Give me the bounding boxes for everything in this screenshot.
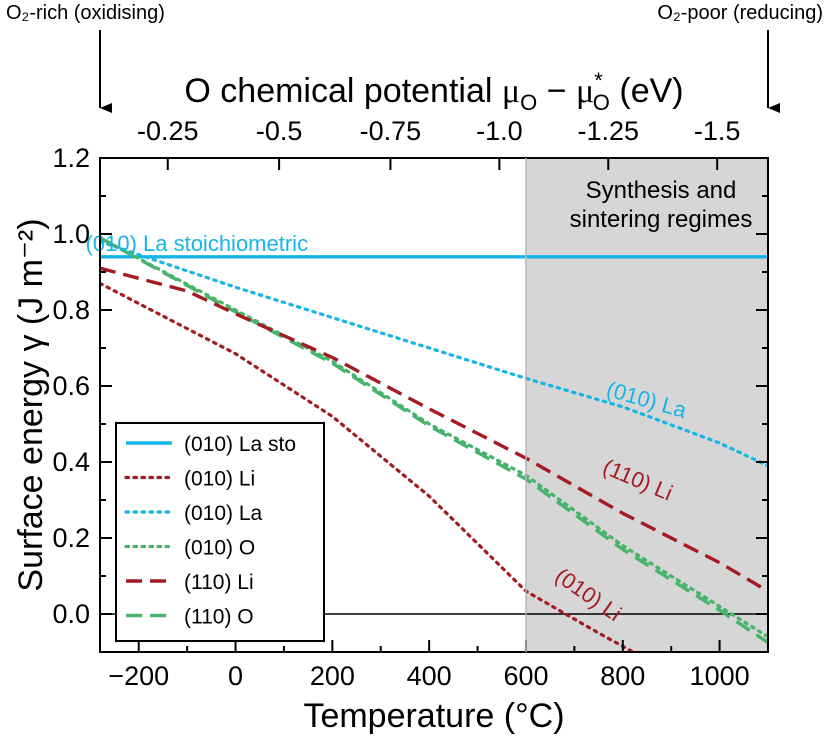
y-tick-label: 1.2 (52, 143, 90, 173)
legend-label: (010) La (184, 502, 263, 525)
y-tick-label: 0.0 (52, 599, 90, 629)
synthesis-region (525, 158, 768, 652)
x-tick-label: 800 (600, 661, 645, 691)
o2-poor-label: O₂-poor (reducing) (657, 2, 823, 24)
top-tick-label: -0.5 (256, 116, 303, 146)
annotation-0: (010) La stoichiometric (86, 231, 309, 256)
legend-box (115, 422, 325, 642)
y-tick-label: 1.0 (52, 219, 90, 249)
legend-label: (010) Li (184, 468, 255, 491)
x-axis-title: Temperature (°C) (303, 697, 564, 735)
legend-label: (010) La sto (184, 433, 296, 456)
x-tick-label: 0 (228, 661, 243, 691)
y-tick-label: 0.8 (52, 295, 90, 325)
top-tick-label: -0.25 (137, 116, 199, 146)
y-axis-title: Surface energy γ (J m⁻²) (12, 218, 50, 591)
series-010-la (100, 240, 768, 468)
synthesis-label-line2: sintering regimes (570, 206, 753, 233)
y-tick-label: 0.4 (52, 447, 90, 477)
x-tick-label: 1000 (690, 661, 750, 691)
x-tick-label: 600 (503, 661, 548, 691)
o2-rich-label: O₂-rich (oxidising) (6, 2, 165, 24)
x-tick-label: −200 (108, 661, 169, 691)
top-tick-label: -1.0 (476, 116, 523, 146)
top-axis-title: O chemical potential μO − μ* O (eV) (184, 68, 683, 115)
top-tick-label: -1.25 (577, 116, 639, 146)
x-tick-label: 400 (407, 661, 452, 691)
series-110-li (100, 266, 768, 593)
series-group (100, 236, 768, 652)
top-tick-label: -1.5 (694, 116, 741, 146)
plot-frame (99, 157, 769, 653)
synthesis-label-line1: Synthesis and (586, 177, 737, 204)
series-110-o (100, 236, 768, 644)
legend: (010) La sto (010) Li (010) La (010) O (110)… (115, 422, 325, 642)
x-tick-label: 200 (310, 661, 355, 691)
top-tick-label: -0.75 (360, 116, 422, 146)
legend-label: (010) O (184, 537, 255, 560)
ticks-group: −200 0 200 400 600 800 1000 0.0 0.2 0.4 0.6 0.8 1.0 1… (52, 116, 768, 691)
y-tick-label: 0.2 (52, 523, 90, 553)
legend-label: (110) Li (184, 571, 254, 594)
series-010-li (100, 281, 637, 652)
y-tick-label: 0.6 (52, 371, 90, 401)
legend-label: (110) O (184, 606, 254, 629)
